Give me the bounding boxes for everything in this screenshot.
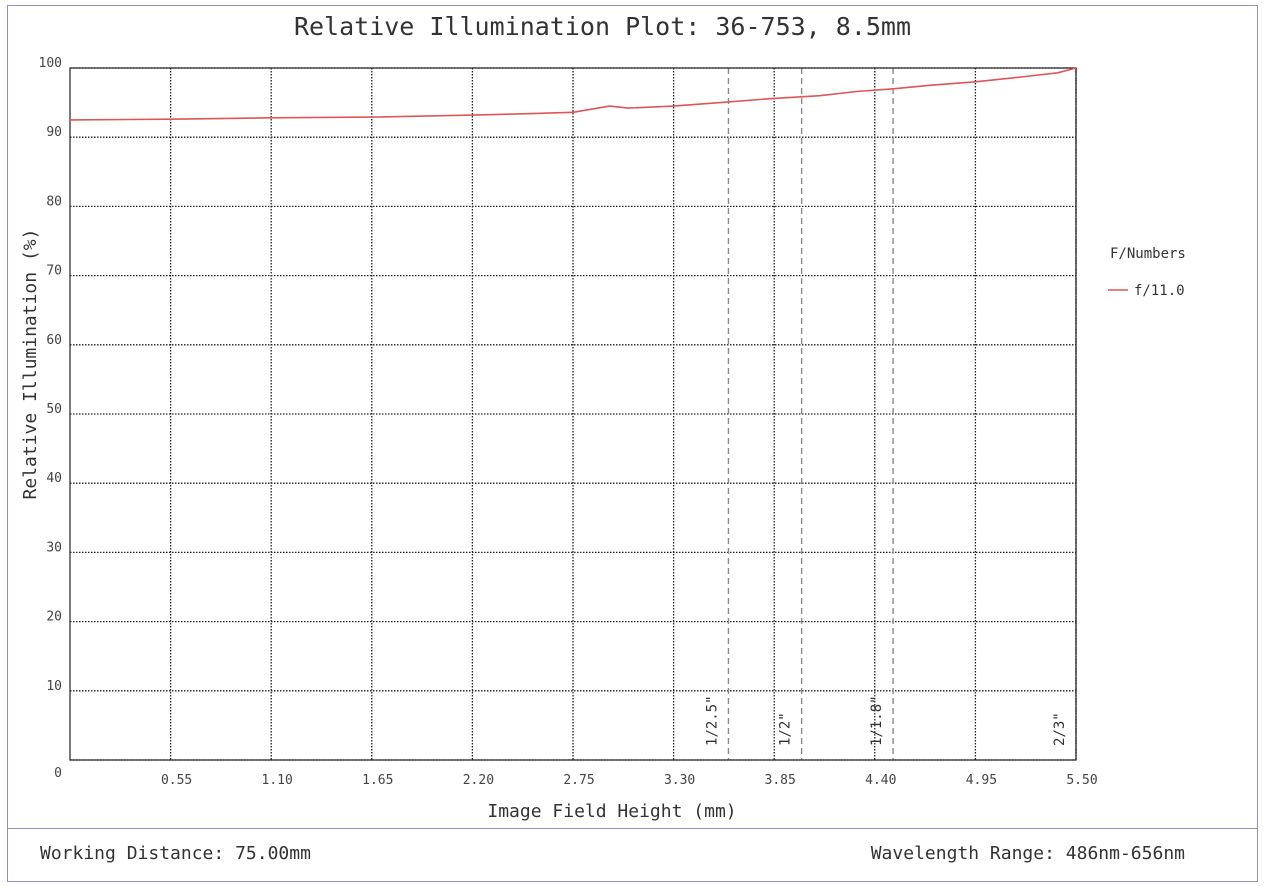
- x-tick-label: 2.20: [463, 773, 494, 788]
- sensor-marker-label: 1/1.8": [869, 695, 885, 746]
- y-tick-label: 0: [54, 766, 62, 781]
- y-tick-label: 20: [46, 610, 62, 625]
- x-axis-label: Image Field Height (mm): [487, 801, 736, 822]
- grid-lines: [70, 67, 1077, 761]
- y-tick-label: 10: [46, 679, 62, 694]
- sensor-marker-label: 2/3": [1052, 712, 1068, 746]
- y-tick-label: 100: [39, 56, 62, 71]
- legend: F/Numbers f/11.0: [1108, 246, 1186, 299]
- x-tick-label: 1.65: [362, 773, 393, 788]
- x-tick-label: 2.75: [563, 773, 594, 788]
- series-line-f11: [69, 67, 1077, 121]
- y-tick-label: 90: [46, 125, 62, 140]
- sensor-marker-label: 1/2.5": [704, 695, 720, 746]
- x-tick-label: 3.30: [664, 773, 695, 788]
- y-tick-label: 50: [46, 402, 62, 417]
- x-tick-label: 4.95: [966, 773, 997, 788]
- x-tick-label: 4.40: [865, 773, 896, 788]
- x-tick-label: 5.50: [1066, 773, 1097, 788]
- y-axis-label: Relative Illumination (%): [20, 229, 41, 500]
- y-tick-label: 30: [46, 540, 62, 555]
- x-tick-label: 0.55: [161, 773, 192, 788]
- y-tick-label: 70: [46, 264, 62, 279]
- legend-entry-f11: f/11.0: [1134, 283, 1185, 299]
- series-lines: [69, 67, 1077, 121]
- legend-title: F/Numbers: [1110, 246, 1186, 262]
- y-tick-label: 60: [46, 333, 62, 348]
- y-tick-labels: 0 10 20 30 40 50 60 70 80 90 100: [39, 56, 62, 781]
- sensor-marker-label: 1/2": [778, 712, 794, 746]
- chart-title: Relative Illumination Plot: 36-753, 8.5m…: [293, 12, 912, 41]
- plot-area-border: [69, 67, 1077, 761]
- wavelength-range-label: Wavelength Range: 486nm-656nm: [870, 843, 1185, 864]
- y-tick-label: 80: [46, 194, 62, 209]
- x-tick-label: 1.10: [262, 773, 293, 788]
- working-distance-label: Working Distance: 75.00mm: [40, 843, 311, 864]
- x-tick-labels: 0.55 1.10 1.65 2.20 2.75 3.30 3.85 4.40 4.95 5.50: [161, 773, 1098, 788]
- x-tick-label: 3.85: [765, 773, 796, 788]
- footer-separator: [7, 828, 1258, 829]
- y-tick-label: 40: [46, 471, 62, 486]
- plot-frame: [7, 5, 1258, 882]
